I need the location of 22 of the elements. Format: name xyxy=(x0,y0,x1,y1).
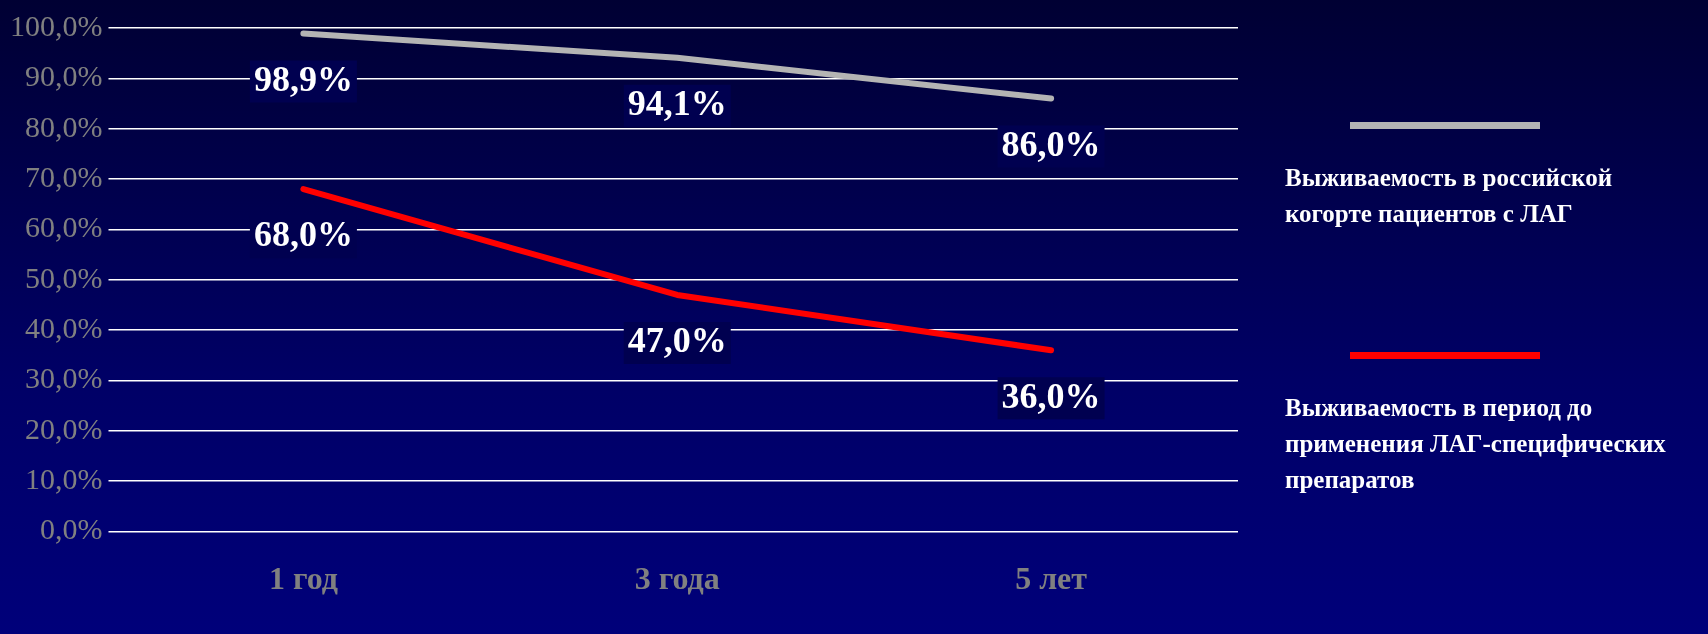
y-tick-label: 70,0% xyxy=(24,159,103,193)
text: Выживаемость в российской когорте пациентов с ЛАГ xyxy=(1285,163,1614,229)
y-tick-label: 90,0% xyxy=(24,59,103,93)
y-tick-label: 100,0% xyxy=(9,8,103,42)
y-tick-label: 10,0% xyxy=(24,462,103,496)
x-tick-label: 3 года xyxy=(634,560,720,597)
text: 94,1% xyxy=(627,83,727,124)
x-tick-label: 5 лет xyxy=(1015,560,1088,597)
text: 68,0% xyxy=(253,214,353,255)
text: Выживаемость в период до применения ЛАГ-специфических препаратов xyxy=(1285,393,1667,495)
text: 86,0% xyxy=(1001,123,1101,164)
y-tick-label: 30,0% xyxy=(24,361,103,395)
text: 98,9% xyxy=(253,58,353,99)
y-tick-label: 60,0% xyxy=(24,210,103,244)
text: 47,0% xyxy=(627,320,727,361)
text: 36,0% xyxy=(1001,375,1101,416)
y-tick-label: 80,0% xyxy=(24,109,103,143)
x-tick-label: 1 год xyxy=(268,560,338,597)
y-tick-label: 20,0% xyxy=(24,411,103,445)
y-tick-label: 0,0% xyxy=(39,512,103,546)
y-tick-label: 40,0% xyxy=(24,311,103,345)
y-tick-label: 50,0% xyxy=(24,260,103,294)
